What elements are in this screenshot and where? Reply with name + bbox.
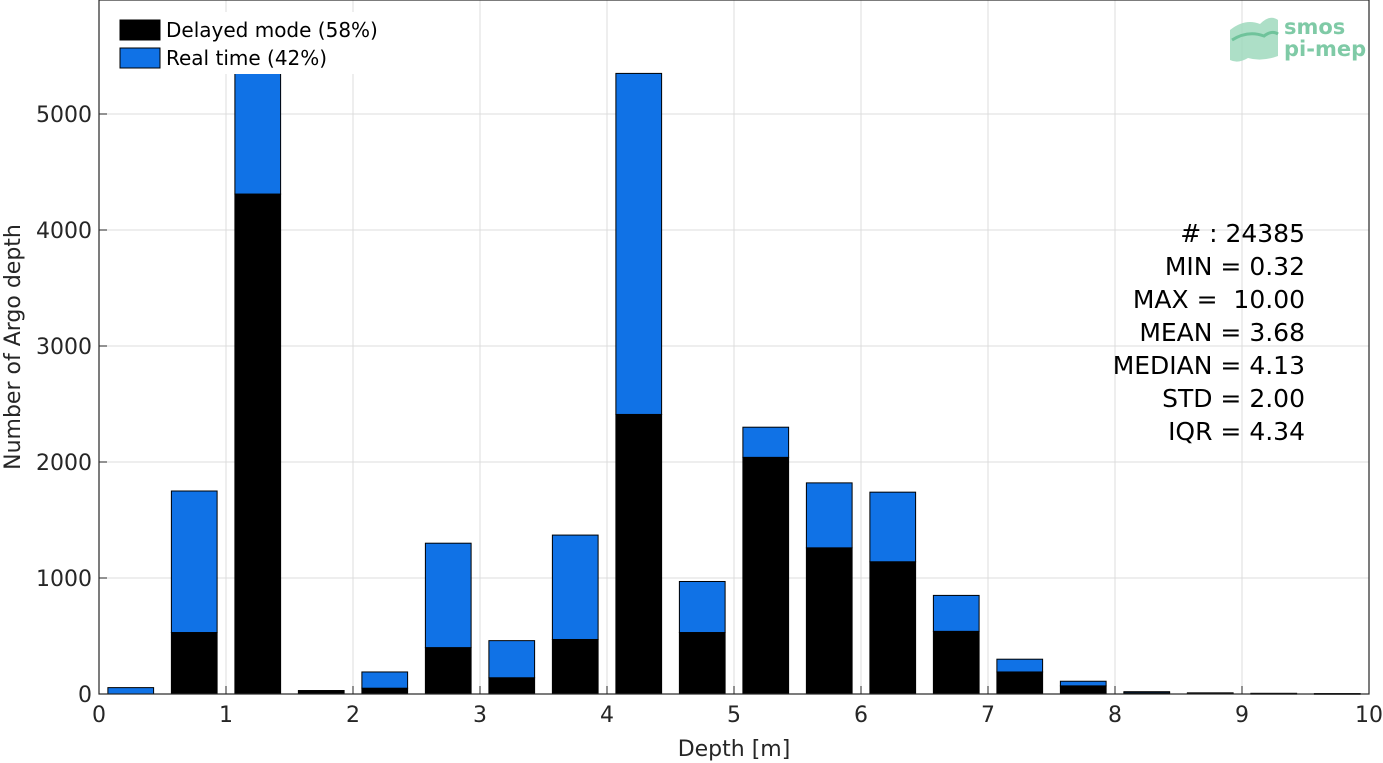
bar-real-time bbox=[869, 491, 917, 563]
bar-real-time bbox=[424, 542, 472, 649]
bar-real-time bbox=[932, 594, 980, 632]
bar-real-time bbox=[742, 426, 790, 458]
y-tick-label: 5000 bbox=[36, 103, 92, 128]
y-ticks: 0 1000 2000 3000 4000 5000 bbox=[36, 103, 107, 708]
y-tick-label: 3000 bbox=[36, 335, 92, 360]
stat-std: STD = 2.00 bbox=[1162, 384, 1305, 413]
bar-real-time bbox=[805, 482, 853, 549]
stat-iqr: IQR = 4.34 bbox=[1168, 417, 1305, 446]
statistics-box: # : 24385 MIN = 0.32 MAX = 10.00 MEAN = … bbox=[1113, 219, 1305, 446]
bar-real-time bbox=[678, 580, 726, 634]
bar-real-time bbox=[1059, 680, 1107, 687]
legend-swatch-delayed bbox=[119, 19, 161, 41]
y-tick-label: 1000 bbox=[36, 567, 92, 592]
grid bbox=[99, 0, 1369, 694]
stat-median: MEDIAN = 4.13 bbox=[1113, 351, 1305, 380]
bar-real-time bbox=[488, 640, 536, 679]
bar-real-time bbox=[361, 671, 409, 689]
legend-box bbox=[114, 12, 398, 74]
stat-mean: MEAN = 3.68 bbox=[1139, 318, 1305, 347]
logo-wave-stripe-icon bbox=[1231, 30, 1279, 42]
bar-delayed-mode bbox=[615, 413, 663, 695]
x-tick-label: 4 bbox=[600, 703, 614, 728]
legend-label-delayed: Delayed mode (58%) bbox=[166, 18, 378, 42]
logo-wave-icon bbox=[1230, 17, 1278, 62]
x-ticks: 0 1 2 3 4 5 6 7 8 9 10 bbox=[92, 686, 1383, 728]
x-tick-label: 8 bbox=[1108, 703, 1122, 728]
bars bbox=[107, 32, 1361, 695]
y-tick-label: 2000 bbox=[36, 451, 92, 476]
x-tick-label: 7 bbox=[981, 703, 995, 728]
bar-real-time bbox=[551, 534, 599, 640]
bar-delayed-mode bbox=[742, 456, 790, 695]
x-tick-label: 0 bbox=[92, 703, 106, 728]
legend-swatch-realtime bbox=[119, 47, 161, 69]
bar-delayed-mode bbox=[996, 671, 1044, 695]
bar-delayed-mode bbox=[869, 561, 917, 695]
bar-real-time bbox=[615, 72, 663, 415]
bar-delayed-mode bbox=[551, 638, 599, 695]
stat-count: # : 24385 bbox=[1180, 219, 1305, 248]
bar-delayed-mode bbox=[678, 632, 726, 695]
bar-real-time bbox=[1123, 691, 1171, 694]
bar-delayed-mode bbox=[361, 687, 409, 695]
bar-delayed-mode bbox=[932, 630, 980, 695]
logo-line2: pi-mep bbox=[1284, 37, 1366, 61]
bar-delayed-mode bbox=[1059, 685, 1107, 695]
x-tick-label: 1 bbox=[219, 703, 233, 728]
x-tick-label: 10 bbox=[1355, 703, 1383, 728]
bar-real-time bbox=[170, 490, 218, 634]
stat-min: MIN = 0.32 bbox=[1165, 252, 1305, 281]
legend-label-realtime: Real time (42%) bbox=[166, 46, 327, 70]
x-axis-label: Depth [m] bbox=[678, 737, 791, 762]
smos-pi-mep-logo: smos pi-mep bbox=[1230, 15, 1366, 62]
bar-delayed-mode bbox=[488, 677, 536, 695]
bar-real-time bbox=[1186, 692, 1234, 694]
x-tick-label: 3 bbox=[473, 703, 487, 728]
bar-real-time bbox=[107, 687, 155, 695]
y-axis-label: Number of Argo depth bbox=[1, 224, 26, 470]
bar-delayed-mode bbox=[424, 647, 472, 695]
y-tick-label: 0 bbox=[78, 683, 92, 708]
legend: Delayed mode (58%) Real time (42%) bbox=[114, 12, 398, 74]
y-tick-label: 4000 bbox=[36, 219, 92, 244]
bar-delayed-mode bbox=[170, 632, 218, 695]
x-tick-label: 5 bbox=[727, 703, 741, 728]
stat-max: MAX = 10.00 bbox=[1133, 285, 1305, 314]
logo-line1: smos bbox=[1284, 15, 1345, 39]
x-tick-label: 2 bbox=[346, 703, 360, 728]
bar-delayed-mode bbox=[234, 193, 282, 695]
bar-delayed-mode bbox=[805, 547, 853, 695]
x-tick-label: 6 bbox=[854, 703, 868, 728]
x-tick-label: 9 bbox=[1235, 703, 1249, 728]
bar-real-time bbox=[996, 658, 1044, 673]
